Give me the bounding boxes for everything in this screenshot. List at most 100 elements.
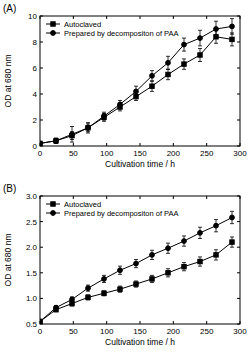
error-bar-cap xyxy=(214,43,218,44)
legend-marker xyxy=(51,31,56,36)
error-bar-cap xyxy=(198,266,202,267)
error-bar xyxy=(198,227,202,238)
y-axis-label: OD at 680 nm xyxy=(3,55,13,108)
error-bar xyxy=(182,38,186,51)
y-tick xyxy=(40,94,43,95)
y-tick-label: 0.5 xyxy=(26,320,38,329)
x-tick xyxy=(73,196,74,199)
marker xyxy=(230,24,235,29)
error-bar xyxy=(182,236,186,246)
error-bar-cap xyxy=(134,96,138,97)
marker xyxy=(40,319,42,324)
error-bar-cap xyxy=(102,275,106,276)
y-tick xyxy=(40,120,43,121)
marker xyxy=(166,72,170,76)
series-line xyxy=(40,26,232,143)
error-bar-cap xyxy=(150,81,154,82)
frame xyxy=(40,16,240,146)
y-tick-label: 2 xyxy=(33,116,38,125)
error-bar-cap xyxy=(166,79,170,80)
x-tick xyxy=(206,16,207,19)
error-bar xyxy=(182,263,186,271)
error-bar xyxy=(166,56,170,69)
error-bar xyxy=(102,291,106,296)
error-bar xyxy=(102,112,106,120)
series-line xyxy=(40,242,232,321)
x-tick xyxy=(206,196,207,199)
error-bar-cap xyxy=(118,266,122,267)
error-bar-cap xyxy=(150,70,154,71)
panel-label: (A) xyxy=(3,3,16,14)
error-bar xyxy=(70,297,74,302)
x-tick xyxy=(73,16,74,19)
legend-label: Prepared by decompositon of PAA xyxy=(64,209,179,218)
marker xyxy=(166,60,171,65)
error-bar-cap xyxy=(150,259,154,260)
error-bar-cap xyxy=(198,238,202,239)
error-bar-cap xyxy=(150,250,154,251)
error-bar-cap xyxy=(214,260,218,261)
error-bar-cap xyxy=(166,276,170,277)
y-tick-label: 1.5 xyxy=(26,269,38,278)
x-tick-label: 0 xyxy=(38,327,43,336)
error-bar-cap xyxy=(214,219,218,220)
x-tick-label: 50 xyxy=(69,149,78,158)
series-line xyxy=(40,218,232,322)
error-bar-cap xyxy=(118,286,122,287)
marker xyxy=(182,239,187,244)
figure: (A)0501001502002503000246810Cultivation … xyxy=(0,0,250,354)
error-bar xyxy=(70,127,74,143)
error-bar xyxy=(102,275,106,282)
error-bar-cap xyxy=(182,51,186,52)
y-tick xyxy=(237,247,240,248)
x-tick-label: 250 xyxy=(200,149,214,158)
marker xyxy=(230,240,234,244)
x-tick xyxy=(140,321,141,324)
error-bar-cap xyxy=(182,69,186,70)
marker xyxy=(40,141,42,145)
y-tick xyxy=(40,272,43,273)
error-bar xyxy=(134,86,138,96)
error-bar-cap xyxy=(230,34,234,35)
marker xyxy=(86,125,91,130)
error-bar-cap xyxy=(214,231,218,232)
error-bar-cap xyxy=(118,292,122,293)
plot-data xyxy=(40,211,234,323)
error-bar-cap xyxy=(166,253,170,254)
error-bar xyxy=(86,285,90,291)
error-bar xyxy=(54,138,58,143)
error-bar-cap xyxy=(102,112,106,113)
error-bar-cap xyxy=(118,100,122,101)
y-tick xyxy=(237,68,240,69)
plot-data xyxy=(40,19,234,146)
legend-entry: Autoclaved xyxy=(46,20,101,29)
error-bar-cap xyxy=(198,30,202,31)
x-tick-label: 150 xyxy=(133,149,147,158)
series-line xyxy=(40,37,232,144)
error-bar-cap xyxy=(134,100,138,101)
x-axis-label: Cultivation time / h xyxy=(105,159,175,169)
error-bar-cap xyxy=(214,249,218,250)
error-bar-cap xyxy=(214,21,218,22)
x-tick xyxy=(140,196,141,199)
marker xyxy=(86,295,90,299)
y-tick xyxy=(237,94,240,95)
error-bar-cap xyxy=(150,275,154,276)
marker xyxy=(150,73,155,78)
x-tick-label: 300 xyxy=(233,327,247,336)
error-bar xyxy=(166,269,170,277)
error-bar-cap xyxy=(150,282,154,283)
error-bar xyxy=(230,33,234,46)
marker xyxy=(182,264,186,268)
x-tick xyxy=(173,16,174,19)
y-tick-label: 2.0 xyxy=(26,243,38,252)
marker xyxy=(54,138,59,143)
error-bar-cap xyxy=(182,235,186,236)
marker xyxy=(214,253,218,257)
error-bar xyxy=(198,30,202,46)
error-bar-cap xyxy=(198,61,202,62)
legend-label: Autoclaved xyxy=(64,20,101,29)
error-bar-cap xyxy=(118,274,122,275)
error-bar-cap xyxy=(198,45,202,46)
x-tick-label: 0 xyxy=(38,149,43,158)
